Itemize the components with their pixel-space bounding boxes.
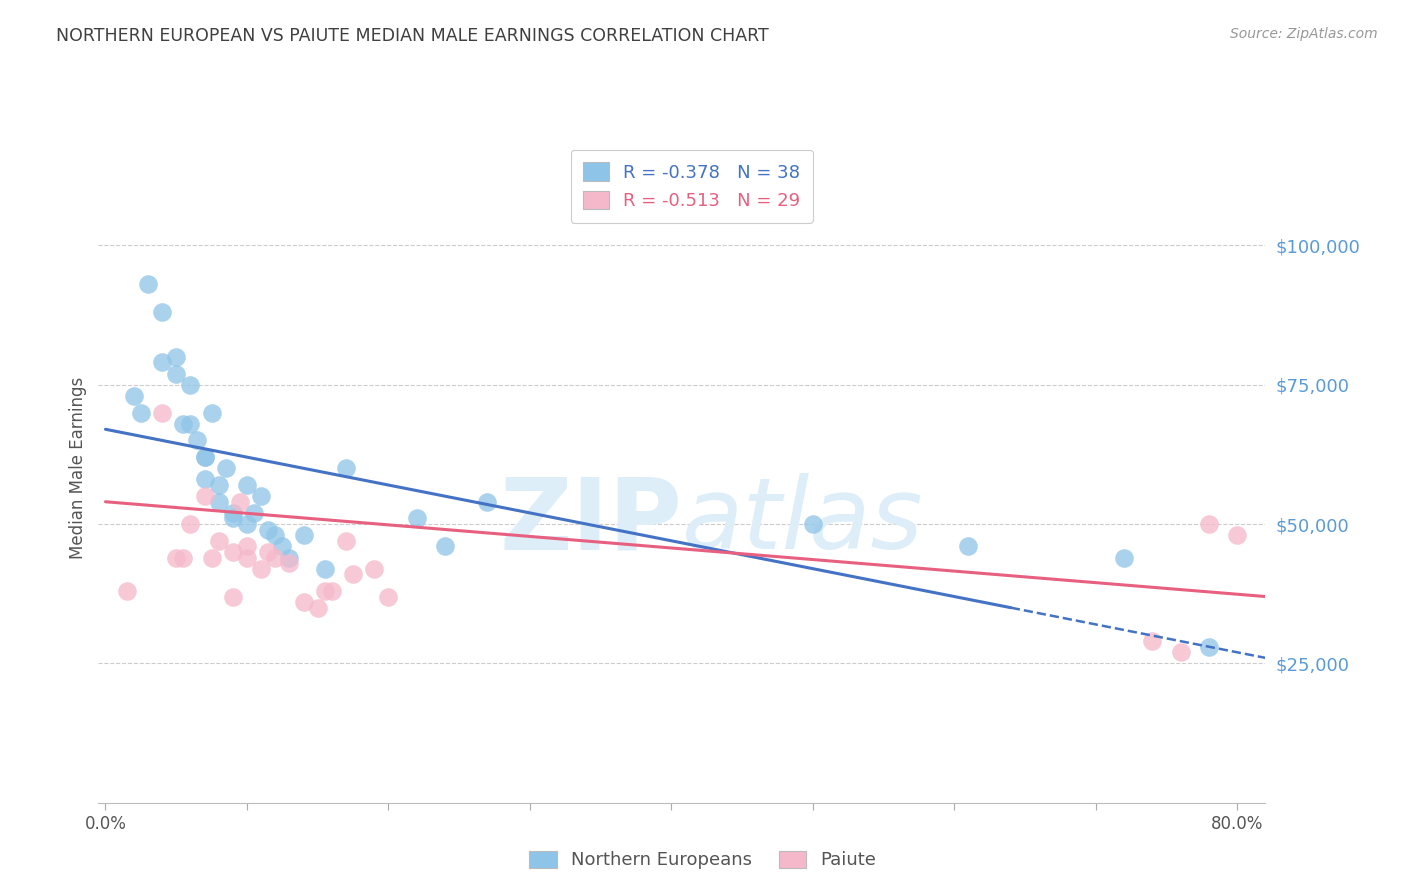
Point <box>150 305 173 319</box>
Point <box>257 545 280 559</box>
Point <box>307 600 329 615</box>
Point <box>271 539 294 553</box>
Point <box>250 489 273 503</box>
Point <box>165 367 187 381</box>
Point <box>208 533 231 548</box>
Point <box>801 517 824 532</box>
Point <box>477 494 499 508</box>
Point <box>1226 528 1249 542</box>
Point <box>150 355 173 369</box>
Point <box>236 517 259 532</box>
Point <box>278 556 301 570</box>
Point <box>193 473 215 487</box>
Text: ZIP: ZIP <box>499 474 682 570</box>
Point <box>1198 517 1220 532</box>
Point <box>264 528 287 542</box>
Point <box>405 511 427 525</box>
Legend: Northern Europeans, Paiute: Northern Europeans, Paiute <box>520 842 886 879</box>
Point <box>222 511 245 525</box>
Point <box>292 595 315 609</box>
Point <box>172 417 194 431</box>
Point <box>208 478 231 492</box>
Point <box>257 523 280 537</box>
Point <box>200 550 222 565</box>
Point <box>1112 550 1135 565</box>
Point <box>250 562 273 576</box>
Legend: R = -0.378   N = 38, R = -0.513   N = 29: R = -0.378 N = 38, R = -0.513 N = 29 <box>571 150 813 222</box>
Point <box>115 584 138 599</box>
Point <box>314 562 336 576</box>
Point <box>433 539 456 553</box>
Point <box>1170 645 1192 659</box>
Point <box>363 562 385 576</box>
Point <box>321 584 343 599</box>
Point <box>222 506 245 520</box>
Point <box>264 550 287 565</box>
Point <box>342 567 364 582</box>
Text: Source: ZipAtlas.com: Source: ZipAtlas.com <box>1230 27 1378 41</box>
Point <box>292 528 315 542</box>
Point <box>377 590 399 604</box>
Point <box>193 450 215 465</box>
Point <box>193 489 215 503</box>
Point <box>236 550 259 565</box>
Y-axis label: Median Male Earnings: Median Male Earnings <box>69 377 87 559</box>
Point <box>314 584 336 599</box>
Point <box>129 406 152 420</box>
Point <box>236 539 259 553</box>
Point <box>186 434 208 448</box>
Point <box>193 450 215 465</box>
Point <box>1198 640 1220 654</box>
Point <box>1142 634 1164 648</box>
Point <box>172 550 194 565</box>
Point <box>335 533 357 548</box>
Point <box>122 389 145 403</box>
Point <box>165 350 187 364</box>
Point <box>179 517 201 532</box>
Point <box>215 461 238 475</box>
Point <box>165 550 187 565</box>
Point <box>957 539 980 553</box>
Text: NORTHERN EUROPEAN VS PAIUTE MEDIAN MALE EARNINGS CORRELATION CHART: NORTHERN EUROPEAN VS PAIUTE MEDIAN MALE … <box>56 27 769 45</box>
Point <box>179 377 201 392</box>
Point <box>150 406 173 420</box>
Point <box>136 277 159 292</box>
Point <box>335 461 357 475</box>
Text: atlas: atlas <box>682 474 924 570</box>
Point <box>208 494 231 508</box>
Point <box>222 545 245 559</box>
Point <box>200 406 222 420</box>
Point <box>229 494 252 508</box>
Point <box>278 550 301 565</box>
Point <box>179 417 201 431</box>
Point <box>222 590 245 604</box>
Point <box>243 506 266 520</box>
Point <box>236 478 259 492</box>
